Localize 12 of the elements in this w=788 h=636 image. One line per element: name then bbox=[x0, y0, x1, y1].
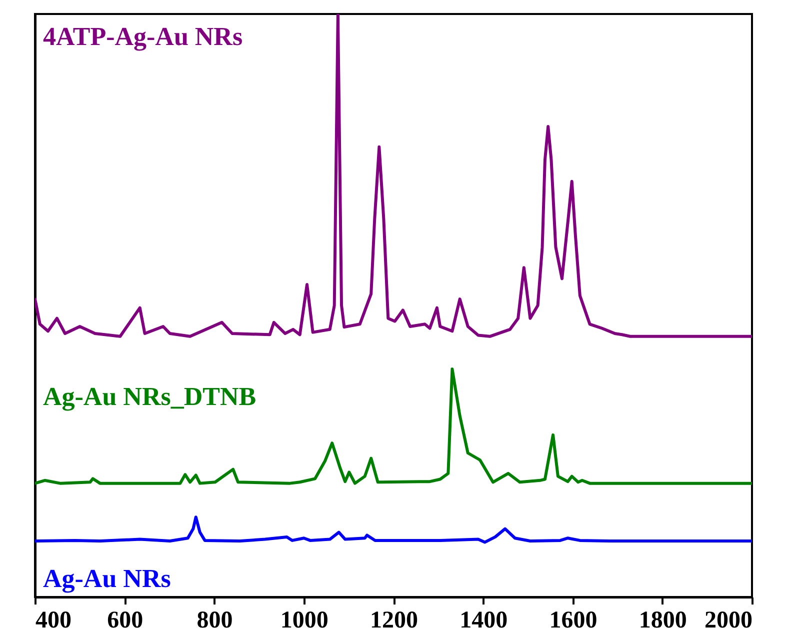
x-tick-label: 800 bbox=[196, 608, 233, 634]
x-tick-label: 1800 bbox=[638, 608, 687, 634]
x-tick-label: 600 bbox=[107, 608, 144, 634]
text: 4ATP-Ag-Au NRs bbox=[43, 22, 243, 51]
x-tick-label: 1600 bbox=[549, 608, 598, 634]
x-tick-label: 1200 bbox=[370, 608, 418, 634]
x-tick-label: 1000 bbox=[280, 608, 328, 634]
series-label: Ag-Au NRs bbox=[43, 564, 171, 593]
x-tick-label: 2000 bbox=[704, 608, 752, 634]
x-tick-label: 1400 bbox=[460, 608, 508, 634]
text: Ag-Au NRs_DTNB bbox=[43, 382, 256, 411]
x-tick-label: 400 bbox=[36, 608, 72, 634]
